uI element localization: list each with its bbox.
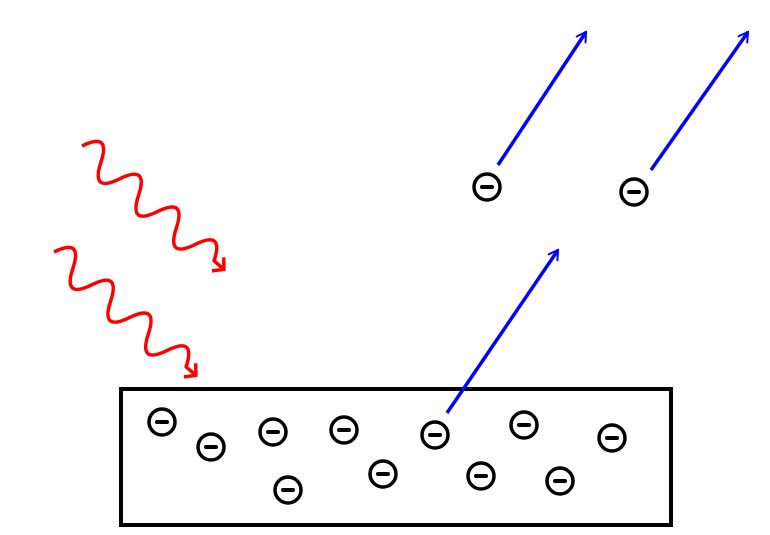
electron <box>329 415 359 445</box>
light-wave <box>42 238 208 389</box>
electron <box>258 417 288 447</box>
electron <box>509 410 539 440</box>
light-wave <box>70 132 236 283</box>
electron <box>420 420 450 450</box>
electron <box>472 172 502 202</box>
electron <box>196 432 226 462</box>
electron <box>273 475 303 505</box>
electron <box>368 459 398 489</box>
electron <box>147 407 177 437</box>
electron <box>619 177 649 207</box>
electron <box>545 466 575 496</box>
electron-path <box>649 32 750 172</box>
electron-path <box>496 32 588 166</box>
electron-path <box>445 250 560 414</box>
electron <box>466 461 496 491</box>
electron <box>597 423 627 453</box>
